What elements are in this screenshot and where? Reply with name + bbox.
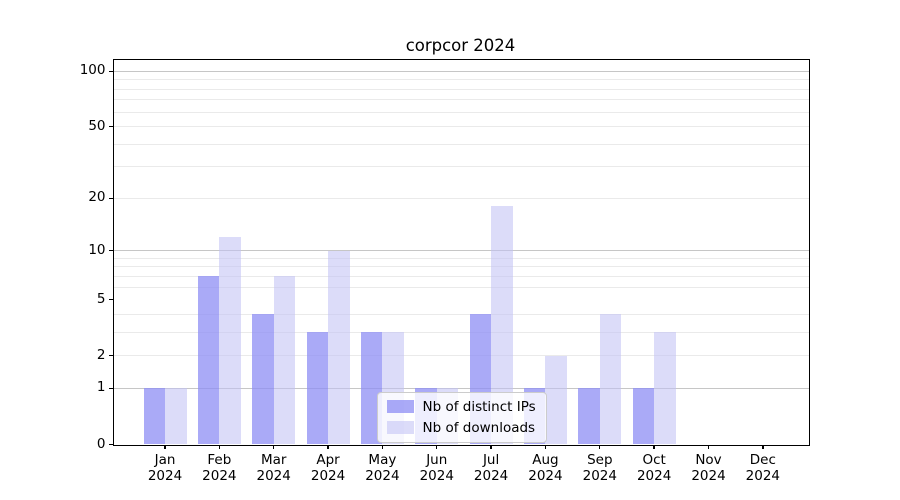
legend: Nb of distinct IPs Nb of downloads [376,391,547,443]
x-tick-label: Feb 2024 [202,451,237,484]
legend-entry-downloads: Nb of downloads [386,419,536,436]
x-tick-label: Dec 2024 [745,451,781,484]
y-tick-label: 0 [96,435,106,452]
gridline-major [113,250,809,252]
x-tick-label: Aug 2024 [528,451,563,484]
x-tick-label: Sep 2024 [582,451,617,484]
gridline-minor [113,143,809,145]
y-tick-label: 50 [88,117,106,134]
x-tick-label: Apr 2024 [310,451,346,484]
y-axis-tick [108,298,113,301]
x-tick-label: Jun 2024 [419,451,454,484]
x-axis-tick [544,444,547,449]
bar-distinct-ips [197,276,220,445]
legend-label-downloads: Nb of downloads [422,419,536,436]
y-tick-label: 10 [88,241,106,258]
x-axis-tick [599,444,601,449]
bar-distinct-ips [306,332,329,445]
x-axis-tick [381,444,384,449]
bar-downloads [491,206,513,445]
y-axis-tick [108,249,113,252]
y-tick-label: 1 [96,379,106,396]
gridline-minor [113,197,809,199]
gridline-major [113,70,809,72]
gridline-minor [113,166,809,168]
bar-downloads [165,388,187,445]
gridline-major [113,387,809,389]
y-tick-label: 100 [79,62,106,79]
gridline-minor [113,79,809,81]
x-tick-label: Mar 2024 [256,451,291,484]
legend-entry-distinct-ips: Nb of distinct IPs [386,398,536,415]
bar-distinct-ips [143,388,165,445]
x-axis-tick [707,444,710,449]
gridline-minor [113,257,809,259]
gridline-minor [113,126,809,128]
legend-label-distinct-ips: Nb of distinct IPs [422,398,536,415]
y-axis-tick [108,354,113,357]
gridline-minor [113,331,809,333]
x-tick-label: Jul 2024 [473,451,509,484]
gridline-minor [113,88,809,90]
x-axis-tick [436,444,438,449]
gridline-minor [113,286,809,288]
x-axis-tick [490,444,492,449]
bar-distinct-ips [252,314,274,445]
x-axis-tick [762,444,764,449]
y-axis-tick [108,70,113,73]
gridline-minor [113,275,809,277]
x-tick-label: May 2024 [365,451,400,484]
legend-swatch-distinct-ips [386,400,414,413]
y-axis-tick [108,197,113,200]
x-tick-label: Jan 2024 [147,451,183,484]
gridline-minor [113,355,809,357]
gridline-minor [113,111,809,113]
bar-downloads [273,276,296,445]
gridline-minor [113,266,809,268]
x-axis-tick [327,444,329,449]
gridline-minor [113,313,809,315]
bar-downloads [219,237,241,445]
x-axis-tick [218,444,221,449]
plot-area: Nb of distinct IPs Nb of downloads 0 1 2 5 1… [80,58,810,484]
bar-distinct-ips [632,388,655,445]
x-tick-label: Oct 2024 [636,451,672,484]
y-axis-tick [108,125,113,128]
x-axis-tick [273,444,275,449]
y-axis-tick [108,387,113,390]
bar-downloads [599,314,622,445]
x-axis-tick [164,444,166,449]
bar-downloads [328,250,350,445]
bar-distinct-ips [578,388,600,445]
y-tick-label: 5 [96,290,106,307]
bar-downloads [654,332,676,445]
x-tick-label: Nov 2024 [691,451,726,484]
y-axis-tick [108,443,113,446]
bar-downloads [545,355,567,445]
y-tick-label: 20 [88,189,106,206]
y-tick-label: 2 [96,346,106,363]
legend-swatch-downloads [386,421,414,434]
chart-title: corpcor 2024 [405,36,516,55]
x-axis-tick [653,444,655,449]
gridline-minor [113,99,809,101]
